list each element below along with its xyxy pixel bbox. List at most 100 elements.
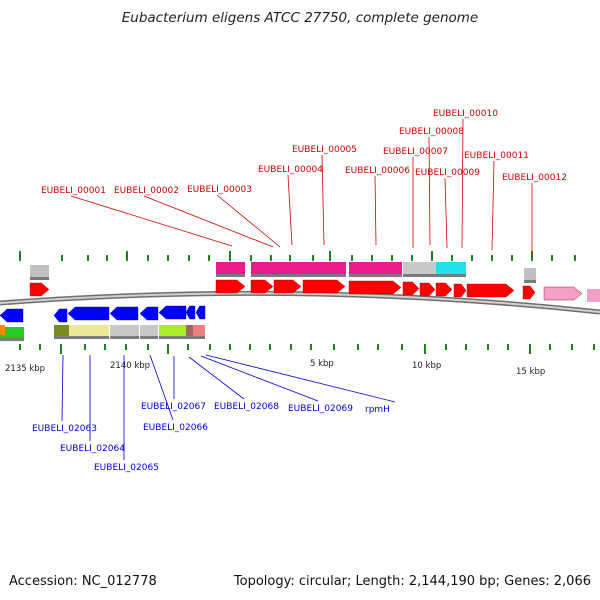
reverse-label-leader	[200, 355, 319, 402]
forward-gene-arrow-pink	[543, 286, 583, 301]
forward-label-leader	[287, 174, 293, 246]
forward-gene-arrow	[435, 282, 453, 297]
annotation-box	[193, 325, 199, 336]
cds-box-shadow	[275, 274, 304, 277]
reverse-gene-arrow	[158, 305, 187, 320]
forward-label-leader	[461, 118, 464, 249]
backbone-highlight	[0, 292, 600, 313]
annotation-box-shadow	[54, 336, 69, 339]
annotation-box	[69, 325, 109, 336]
annotation-box-shadow	[0, 338, 24, 341]
forward-label-leader	[491, 160, 495, 251]
forward-gene-label: EUBELI_00003	[187, 185, 252, 195]
cds-box-shadow	[454, 274, 466, 277]
cds-box	[349, 262, 402, 274]
reverse-gene-label: EUBELI_02064	[60, 444, 125, 454]
scale-label: 2140 kbp	[110, 361, 150, 371]
cds-box	[403, 262, 436, 274]
reverse-gene-arrow	[109, 306, 139, 321]
forward-label-leader	[374, 175, 377, 246]
reverse-label-leader	[149, 354, 174, 421]
forward-gene-arrow	[250, 279, 274, 294]
cds-box-shadow	[30, 277, 49, 280]
annotation-box	[186, 325, 193, 336]
scale-label: 15 kbp	[516, 367, 545, 377]
forward-gene-label: EUBELI_00001	[41, 186, 106, 196]
annotation-box-shadow	[110, 336, 139, 339]
forward-label-leader	[428, 136, 431, 246]
forward-label-leader	[321, 154, 325, 246]
scale-label: 5 kbp	[310, 359, 334, 369]
accession-label: Accession: NC_012778	[9, 574, 157, 589]
forward-gene-arrow-pink	[587, 289, 600, 302]
annotation-box-shadow	[199, 336, 205, 339]
forward-gene-arrow	[215, 279, 246, 294]
forward-gene-label: EUBELI_00005	[292, 145, 357, 155]
cds-box	[251, 262, 275, 274]
cds-box-shadow	[349, 274, 402, 277]
reverse-gene-label: rpmH	[365, 405, 390, 415]
label-leaders	[61, 118, 533, 460]
forward-gene-arrow	[29, 282, 50, 297]
forward-gene-label: EUBELI_00010	[433, 109, 498, 119]
reverse-gene-label: EUBELI_02069	[288, 404, 353, 414]
reverse-label-leader	[61, 354, 64, 422]
forward-gene-arrow	[273, 279, 302, 294]
forward-gene-arrow	[419, 282, 436, 297]
forward-label-leader	[444, 177, 448, 249]
forward-gene-arrow	[402, 281, 420, 296]
forward-gene-label: EUBELI_00011	[464, 151, 529, 161]
forward-gene-label: EUBELI_00006	[345, 166, 410, 176]
annotation-box-shadow	[186, 336, 193, 339]
forward-gene-arrow	[453, 283, 467, 298]
cds-box-shadow	[304, 274, 346, 277]
annotation-box	[0, 325, 5, 335]
annotation-box-shadow	[69, 336, 109, 339]
reverse-gene-label: EUBELI_02068	[214, 402, 279, 412]
annotation-box	[110, 325, 139, 336]
feature-track	[0, 262, 600, 341]
cds-box	[454, 262, 466, 274]
reverse-gene-arrow	[67, 306, 110, 321]
cds-box-shadow	[216, 274, 245, 277]
annotation-box-shadow	[193, 336, 199, 339]
forward-gene-arrow	[466, 283, 515, 298]
cds-box	[30, 265, 49, 277]
reverse-gene-arrow	[0, 308, 24, 323]
forward-gene-arrow	[522, 285, 536, 300]
forward-gene-label: EUBELI_00007	[383, 147, 448, 157]
genome-summary: Topology: circular; Length: 2,144,190 bp…	[233, 574, 591, 589]
reverse-gene-label: EUBELI_02063	[32, 424, 97, 434]
forward-gene-label: EUBELI_00012	[502, 173, 567, 183]
reverse-gene-label: EUBELI_02065	[94, 463, 159, 473]
reverse-gene-arrow	[195, 305, 206, 320]
forward-gene-arrow	[302, 279, 346, 294]
forward-gene-label: EUBELI_00009	[415, 168, 480, 178]
forward-label-leader	[143, 195, 274, 248]
reverse-gene-label: EUBELI_02067	[141, 402, 206, 412]
forward-gene-label: EUBELI_00004	[258, 165, 323, 175]
annotation-box-shadow	[140, 336, 158, 339]
forward-label-leader	[70, 195, 233, 247]
forward-label-leader	[216, 194, 281, 248]
cds-box	[304, 262, 346, 274]
cds-box	[216, 262, 245, 274]
reverse-label-leader	[188, 356, 245, 400]
annotation-box-shadow	[159, 336, 186, 339]
tick-marks	[19, 251, 595, 354]
annotation-box	[159, 325, 186, 336]
cds-box	[275, 262, 304, 274]
cds-box	[436, 262, 454, 274]
reverse-gene-arrow	[53, 308, 68, 323]
reverse-gene-label: EUBELI_02066	[143, 423, 208, 433]
forward-gene-arrow	[348, 280, 402, 295]
scale-label: 10 kbp	[412, 361, 441, 371]
annotation-box	[199, 325, 205, 336]
genome-backbone	[0, 290, 600, 315]
reverse-gene-arrow	[139, 306, 159, 321]
annotation-box	[140, 325, 158, 336]
reverse-label-leader	[205, 354, 396, 403]
cds-box-shadow	[251, 274, 275, 277]
cds-box	[524, 268, 536, 280]
